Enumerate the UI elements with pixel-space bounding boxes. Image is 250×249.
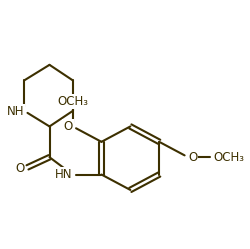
Text: OCH₃: OCH₃ [212,151,243,164]
Text: O: O [63,120,72,133]
Text: NH: NH [7,105,24,118]
Text: O: O [15,162,24,175]
Text: OCH₃: OCH₃ [57,95,88,108]
Text: O: O [187,151,196,164]
Text: HN: HN [55,168,72,181]
